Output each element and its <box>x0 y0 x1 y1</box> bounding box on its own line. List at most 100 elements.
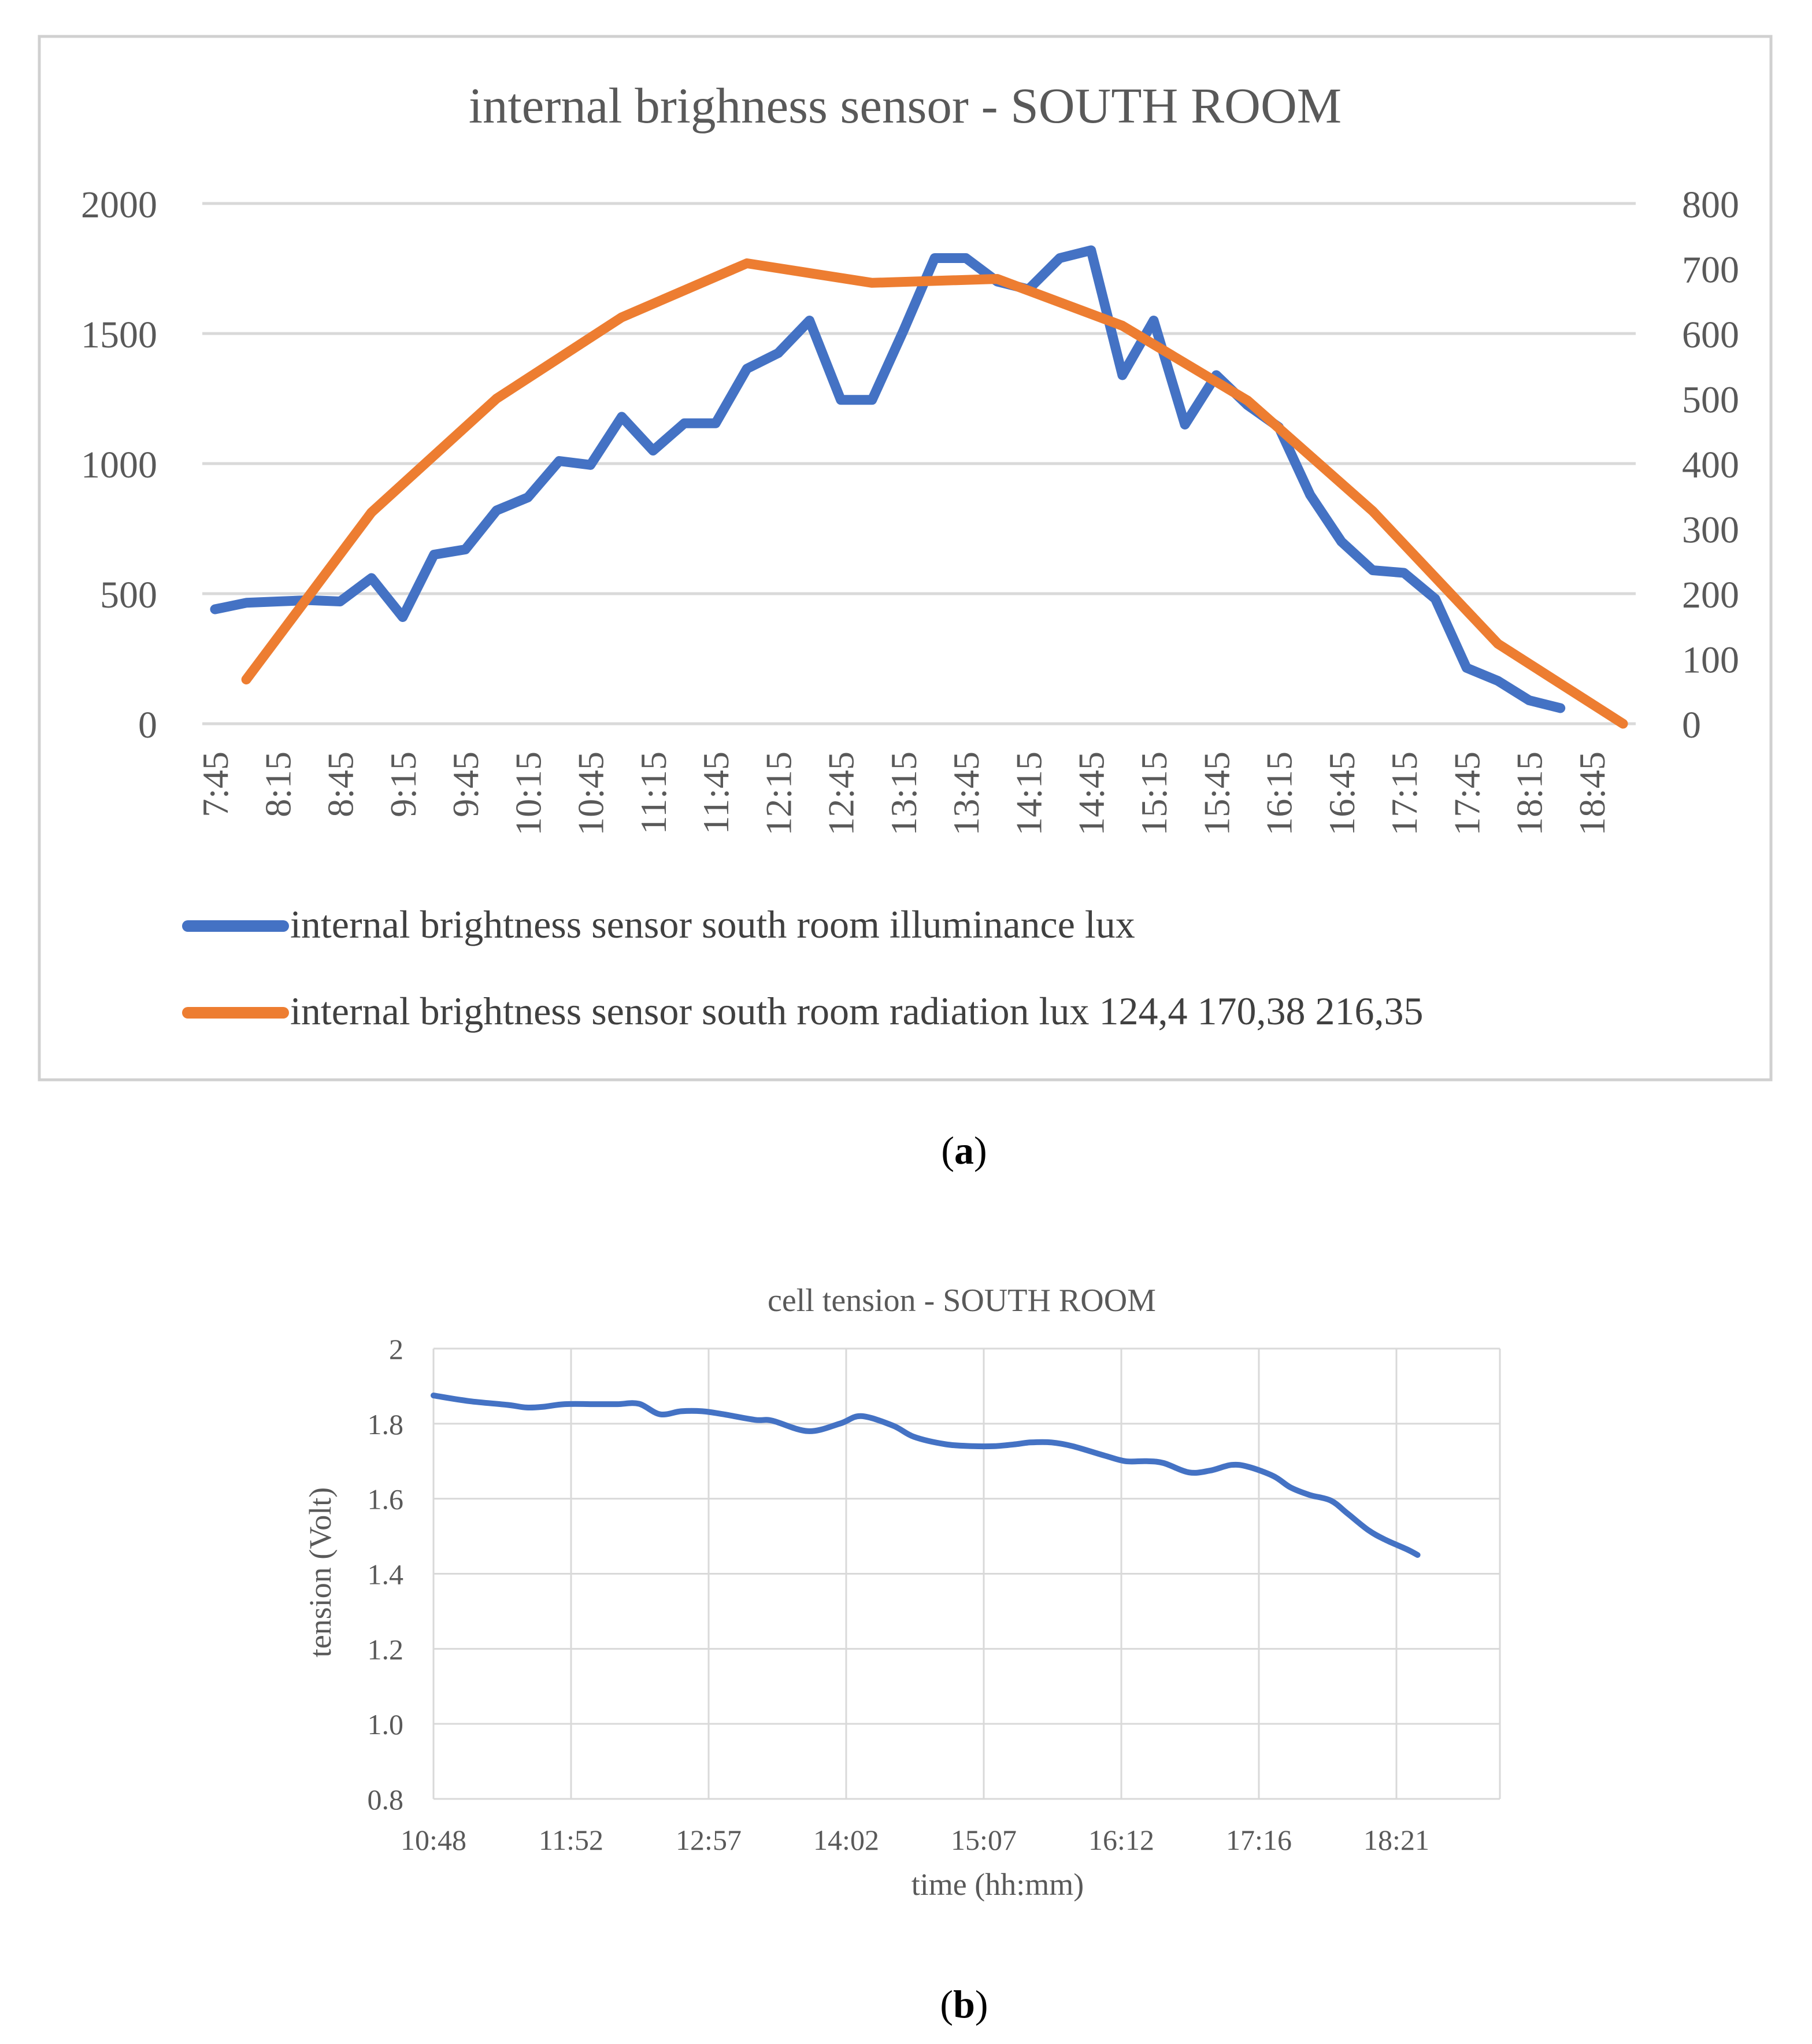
data-point-illuminance <box>746 368 748 369</box>
x-axis-tick-label: 8:45 <box>320 751 361 817</box>
chart-a-x-axis-ticks: 7:45 8:15 8:45 9:15 9:45 10:15 10:45 11:15 11:45… <box>195 751 1613 836</box>
y-axis-tick-label: 1.4 <box>368 1558 404 1591</box>
data-point-illuminance <box>1216 375 1217 376</box>
data-point-cell-tension <box>722 1413 724 1415</box>
x-axis-tick-label: 18:15 <box>1509 751 1550 836</box>
series-line-illuminance <box>210 245 1566 713</box>
y-axis-tick-label: 2 <box>389 1333 403 1365</box>
data-point-cell-tension <box>1385 1539 1387 1541</box>
x-axis-tick-label: 17:16 <box>1226 1824 1292 1856</box>
x-axis-tick-label: 9:45 <box>445 751 486 817</box>
data-point-cell-tension <box>1014 1443 1016 1445</box>
data-point-cell-tension <box>564 1404 565 1405</box>
data-point-illuminance <box>934 257 936 259</box>
data-point-cell-tension <box>702 1410 703 1412</box>
series-line-cell-tension <box>431 1393 1421 1558</box>
data-point-cell-tension <box>526 1406 528 1408</box>
data-point-illuminance <box>1059 257 1061 259</box>
chart-b-series <box>431 1393 1421 1558</box>
x-axis-tick-label: 16:12 <box>1088 1824 1154 1856</box>
data-point-illuminance <box>1340 541 1342 542</box>
x-axis-tick-label: 15:15 <box>1133 751 1174 836</box>
data-point-radiation <box>1622 723 1624 724</box>
chart-a-gridlines <box>202 202 1636 725</box>
chart-b-y-axis-title: tension (Volt) <box>303 1487 338 1658</box>
data-point-cell-tension <box>1188 1472 1190 1473</box>
y-axis-tick-label: 1.2 <box>368 1633 404 1665</box>
data-point-radiation <box>496 398 498 399</box>
x-axis-tick-label: 16:45 <box>1321 751 1362 836</box>
y-axis-tick-label: 1.0 <box>368 1708 404 1741</box>
data-point-radiation <box>1497 643 1499 645</box>
chart-b-y-axis-ticks: 2 1.8 1.6 1.4 1.2 1.0 0.8 <box>368 1333 404 1816</box>
data-point-illuminance <box>1497 680 1499 682</box>
data-point-cell-tension <box>1163 1462 1165 1464</box>
data-point-illuminance <box>402 616 403 618</box>
x-axis-tick-label: 18:21 <box>1363 1824 1429 1856</box>
data-point-radiation <box>996 278 998 280</box>
data-point-cell-tension <box>543 1406 544 1408</box>
data-point-cell-tension <box>771 1420 773 1421</box>
x-axis-tick-label: 8:15 <box>257 751 298 817</box>
data-point-cell-tension <box>1103 1455 1105 1456</box>
data-point-cell-tension <box>1368 1530 1370 1531</box>
right-axis-tick-label: 300 <box>1682 509 1739 551</box>
x-axis-tick-label: 13:45 <box>946 751 987 836</box>
x-axis-tick-label: 9:15 <box>383 751 424 817</box>
x-axis-tick-label: 12:15 <box>758 751 799 836</box>
data-point-illuminance <box>558 460 560 462</box>
chart-a-series <box>210 245 1628 729</box>
data-point-radiation <box>746 262 748 264</box>
data-point-cell-tension <box>1051 1442 1053 1443</box>
data-point-illuminance <box>1153 320 1154 321</box>
data-point-illuminance <box>652 450 654 451</box>
data-point-cell-tension <box>1209 1470 1211 1471</box>
right-axis-tick-label: 500 <box>1682 379 1739 421</box>
data-point-cell-tension <box>1330 1499 1332 1501</box>
data-point-illuminance <box>1559 708 1561 709</box>
x-axis-tick-label: 15:45 <box>1196 751 1237 836</box>
data-point-radiation <box>871 282 873 284</box>
left-axis-tick-label: 500 <box>100 574 157 616</box>
chart-b-title: cell tension - SOUTH ROOM <box>768 1283 1156 1319</box>
data-point-cell-tension <box>1406 1549 1408 1550</box>
data-point-radiation <box>621 316 622 318</box>
data-point-illuminance <box>433 554 435 556</box>
data-point-cell-tension <box>1309 1494 1310 1496</box>
series-line-radiation <box>241 258 1628 729</box>
data-point-illuminance <box>246 602 247 603</box>
y-axis-tick-label: 1.8 <box>368 1408 404 1441</box>
panel-b-caption: (b) <box>940 1982 988 2026</box>
chart-b-x-axis-title: time (hh:mm) <box>911 1867 1084 1902</box>
right-axis-tick-label: 0 <box>1682 704 1701 746</box>
x-axis-tick-label: 14:15 <box>1008 751 1049 836</box>
data-point-cell-tension <box>680 1410 682 1412</box>
data-point-cell-tension <box>617 1404 618 1405</box>
data-point-illuminance <box>777 352 779 354</box>
x-axis-tick-label: 16:15 <box>1259 751 1300 836</box>
data-point-illuminance <box>1090 250 1092 251</box>
data-point-cell-tension <box>994 1445 995 1447</box>
data-point-illuminance <box>277 601 279 602</box>
data-point-cell-tension <box>972 1445 974 1447</box>
data-point-cell-tension <box>1231 1464 1232 1466</box>
data-point-cell-tension <box>945 1443 947 1445</box>
data-point-illuminance <box>715 423 717 424</box>
data-point-cell-tension <box>469 1400 470 1402</box>
data-point-illuminance <box>527 497 529 498</box>
data-point-illuminance <box>590 464 591 466</box>
data-point-illuminance <box>465 549 466 550</box>
data-point-cell-tension <box>1072 1445 1073 1447</box>
data-point-illuminance <box>496 510 498 511</box>
data-point-illuminance <box>871 399 873 401</box>
data-point-cell-tension <box>507 1404 509 1406</box>
x-axis-tick-label: 11:45 <box>695 751 736 834</box>
data-point-illuminance <box>1184 424 1186 425</box>
data-point-radiation <box>370 512 372 513</box>
x-axis-tick-label: 12:57 <box>676 1824 742 1856</box>
y-axis-tick-label: 1.6 <box>368 1483 404 1516</box>
data-point-cell-tension <box>1347 1513 1348 1515</box>
right-axis-tick-label: 400 <box>1682 444 1739 486</box>
right-axis-tick-label: 200 <box>1682 574 1739 616</box>
